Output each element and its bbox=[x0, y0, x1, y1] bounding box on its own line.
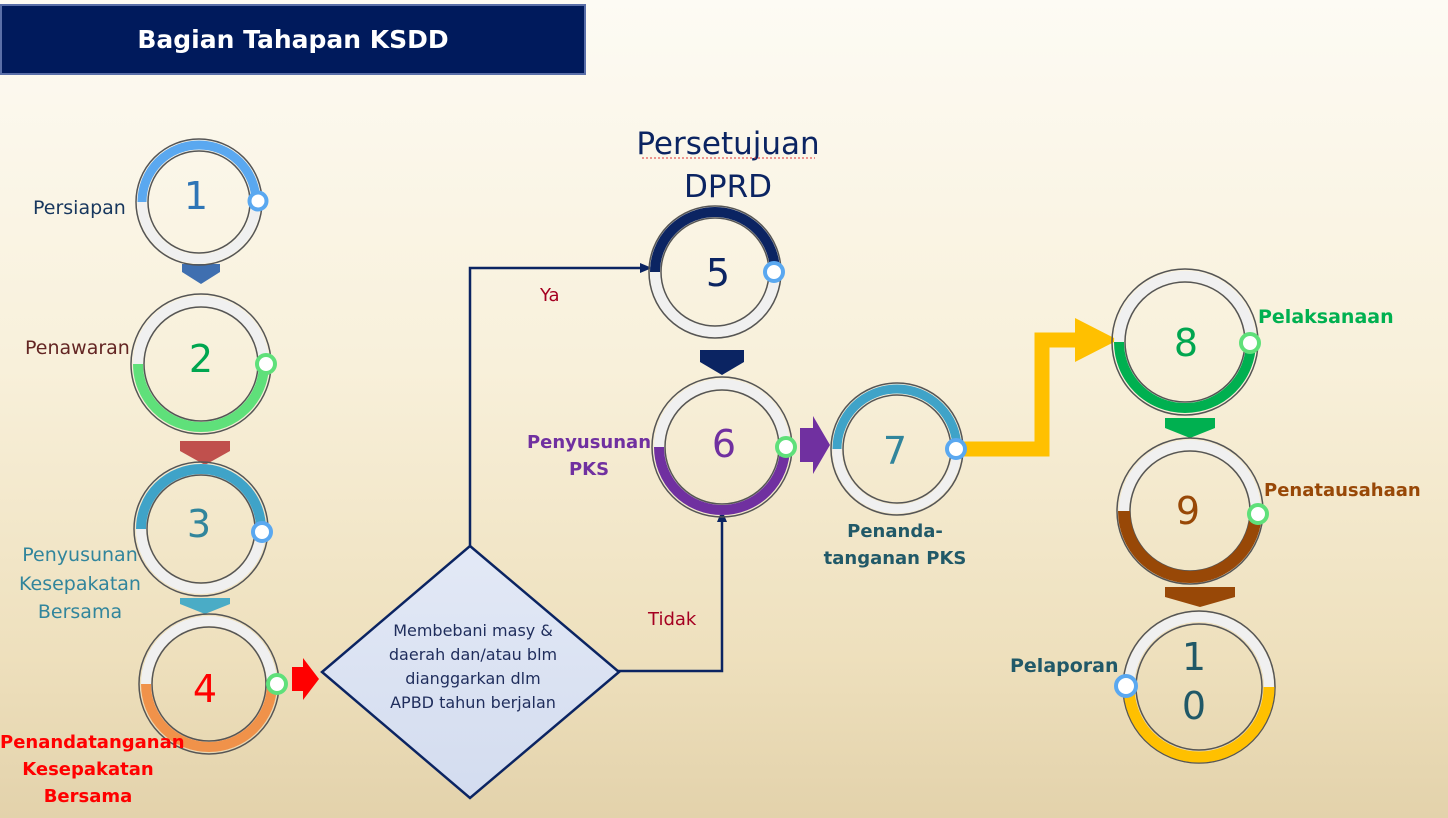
step-7: 7 bbox=[830, 382, 967, 516]
decision-text: Membebani masy & daerah dan/atau blm dia… bbox=[389, 621, 557, 712]
label-6-line1: Penyusunan bbox=[526, 432, 652, 453]
step-4-dot bbox=[266, 673, 288, 695]
decision-line4: APBD tahun berjalan bbox=[390, 693, 556, 712]
label-penawaran: Penawaran bbox=[25, 337, 130, 359]
step-10-arc bbox=[1123, 686, 1275, 763]
label-penyusunan-pks: Penyusunan PKS bbox=[526, 429, 652, 483]
label-4-line1: Penandatanganan bbox=[0, 732, 185, 753]
step-7-arc bbox=[832, 384, 962, 450]
arrow-3-4 bbox=[180, 598, 230, 614]
step-1-number: 1 bbox=[184, 174, 208, 218]
step-10: 1 0 bbox=[1114, 610, 1276, 764]
label-3-line3: Bersama bbox=[37, 601, 123, 623]
label-pelaporan: Pelaporan bbox=[1010, 655, 1119, 677]
step-2-number: 2 bbox=[189, 337, 213, 381]
step-10-number-line2: 0 bbox=[1182, 684, 1206, 728]
label-7-line1: Penanda- bbox=[847, 521, 943, 542]
top-title-line1: Persetujuan bbox=[636, 126, 819, 162]
step-4-arc bbox=[141, 683, 277, 752]
yes-arrowhead bbox=[640, 263, 652, 273]
header-title: Bagian Tahapan KSDD bbox=[0, 4, 586, 75]
arrow-2-3 bbox=[180, 441, 230, 465]
step-6-dot bbox=[775, 436, 797, 458]
no-arrowhead bbox=[717, 510, 727, 522]
label-3-line2: Kesepakatan bbox=[19, 572, 141, 595]
no-connector bbox=[617, 515, 724, 673]
connector-7-8 bbox=[962, 332, 1080, 457]
arrow-8-9 bbox=[1165, 418, 1215, 438]
label-4-line2: Kesepakatan bbox=[22, 759, 154, 780]
step-9-dot bbox=[1247, 503, 1269, 525]
step-2: 2 bbox=[130, 293, 277, 435]
step-8-dot bbox=[1239, 332, 1261, 354]
label-penandatanganan-kesepakatan: Penandatanganan Kesepakatan Bersama bbox=[0, 729, 185, 810]
step-1: 1 bbox=[135, 138, 269, 266]
label-7-line2: tanganan PKS bbox=[823, 548, 967, 569]
step-3-number: 3 bbox=[187, 502, 211, 546]
arrow-1-2 bbox=[182, 264, 220, 284]
step-5: 5 bbox=[648, 205, 785, 339]
step-8-number: 8 bbox=[1174, 321, 1198, 365]
label-persiapan: Persiapan bbox=[33, 197, 126, 219]
step-3-arc bbox=[136, 464, 266, 530]
step-10-number-line1: 1 bbox=[1182, 635, 1206, 679]
no-label: Tidak bbox=[647, 609, 697, 630]
step-5-dot bbox=[763, 261, 785, 283]
label-3-line1: Penyusunan bbox=[22, 544, 138, 566]
decision-line2: daerah dan/atau blm bbox=[389, 645, 557, 664]
label-penandatanganan-pks: Penanda- tanganan PKS bbox=[820, 518, 970, 572]
arrow-9-10 bbox=[1165, 587, 1235, 607]
step-7-number: 7 bbox=[883, 429, 907, 473]
step-4-number: 4 bbox=[193, 667, 217, 711]
step-7-dot bbox=[945, 438, 967, 460]
yes-connector bbox=[468, 266, 648, 548]
arrow-6-7 bbox=[800, 416, 830, 474]
step-5-number: 5 bbox=[706, 251, 730, 295]
label-penatausahaan: Penatausahaan bbox=[1264, 480, 1421, 501]
step-1-dot bbox=[247, 190, 269, 212]
step-8: 8 bbox=[1111, 268, 1261, 416]
step-3: 3 bbox=[133, 461, 273, 597]
step-1-arc bbox=[137, 140, 261, 203]
step-3-dot bbox=[251, 521, 273, 543]
label-penyusunan-kesepakatan: Penyusunan Kesepakatan Bersama bbox=[18, 541, 142, 627]
step-5-arc bbox=[650, 207, 780, 273]
arrow-to-8 bbox=[1075, 318, 1118, 362]
step-6: 6 bbox=[651, 376, 797, 518]
label-4-line3: Bersama bbox=[43, 786, 133, 807]
step-9-number: 9 bbox=[1176, 489, 1200, 533]
yes-label: Ya bbox=[539, 285, 560, 306]
step-4: 4 bbox=[138, 613, 288, 755]
step-9: 9 bbox=[1116, 437, 1269, 585]
top-title-line2: DPRD bbox=[684, 169, 772, 205]
step-10-dot bbox=[1114, 674, 1138, 698]
decision-line3: dianggarkan dlm bbox=[405, 669, 540, 688]
step-9-arc bbox=[1118, 510, 1262, 583]
decision-line1: Membebani masy & bbox=[393, 621, 553, 640]
label-pelaksanaan: Pelaksanaan bbox=[1258, 306, 1394, 328]
decision-diamond bbox=[320, 544, 621, 800]
step-6-arc bbox=[654, 446, 790, 515]
arrow-5-6 bbox=[700, 350, 744, 375]
step-8-arc bbox=[1114, 341, 1256, 413]
step-6-number: 6 bbox=[712, 422, 736, 466]
step-2-arc bbox=[133, 363, 269, 432]
arrow-4-decision bbox=[292, 658, 319, 700]
step-2-dot bbox=[255, 353, 277, 375]
label-6-line2: PKS bbox=[568, 459, 610, 480]
